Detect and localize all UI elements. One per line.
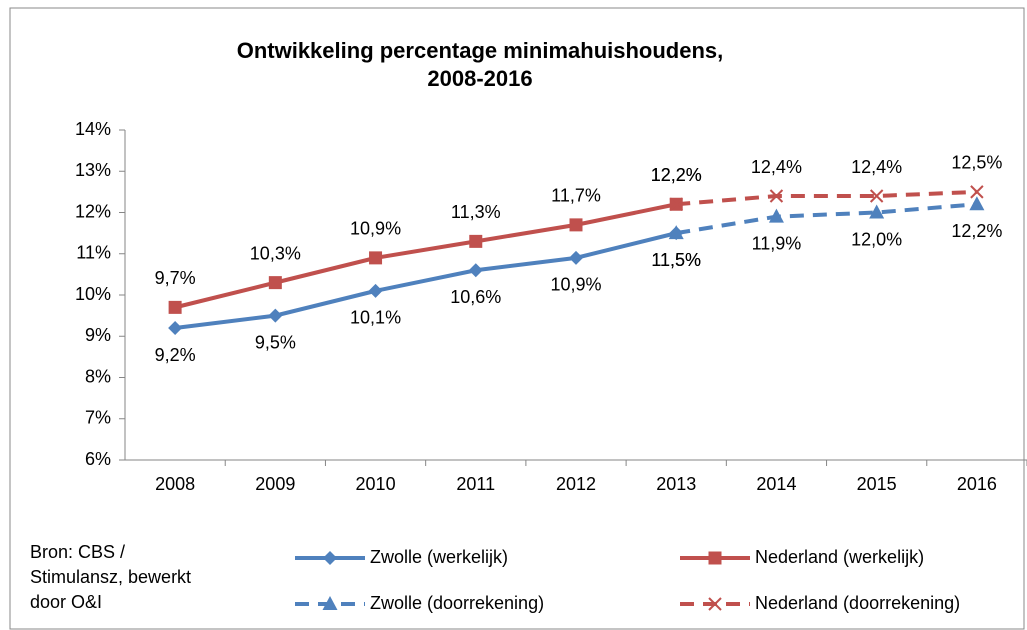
series-line bbox=[174, 202, 677, 310]
y-tick-label: 6% bbox=[85, 449, 111, 469]
marker bbox=[322, 596, 338, 610]
data-label: 9,7% bbox=[155, 268, 196, 288]
marker bbox=[768, 208, 784, 223]
series-line bbox=[174, 231, 677, 330]
series-line bbox=[675, 202, 978, 236]
marker bbox=[769, 189, 784, 203]
data-label: 12,2% bbox=[951, 221, 1002, 241]
marker bbox=[323, 551, 337, 565]
data-label: 12,5% bbox=[951, 153, 1002, 173]
data-label: 11,9% bbox=[752, 233, 802, 253]
marker bbox=[708, 551, 722, 565]
data-label: 10,6% bbox=[450, 287, 501, 307]
y-tick-label: 7% bbox=[85, 408, 111, 428]
marker bbox=[468, 263, 483, 278]
chart-frame bbox=[9, 7, 1025, 630]
x-tick-label: 2014 bbox=[756, 474, 796, 494]
marker bbox=[970, 185, 984, 199]
y-tick-label: 13% bbox=[75, 160, 111, 180]
series-line bbox=[676, 189, 977, 207]
data-label: 10,3% bbox=[250, 243, 301, 263]
marker bbox=[369, 251, 383, 265]
x-tick-label: 2012 bbox=[556, 474, 596, 494]
legend-label: Zwolle (doorrekening) bbox=[370, 593, 544, 613]
marker bbox=[268, 308, 283, 323]
marker bbox=[969, 196, 985, 211]
marker bbox=[869, 204, 885, 219]
x-tick-label: 2008 bbox=[155, 474, 195, 494]
marker bbox=[708, 597, 722, 611]
marker bbox=[469, 234, 483, 248]
chart-title: 2008-2016 bbox=[427, 66, 532, 91]
legend-label: Nederland (werkelijk) bbox=[755, 547, 924, 567]
x-tick-label: 2015 bbox=[857, 474, 897, 494]
marker bbox=[869, 189, 884, 203]
marker bbox=[569, 250, 583, 265]
legend-label: Zwolle (werkelijk) bbox=[370, 547, 508, 567]
source-note: Stimulansz, bewerkt bbox=[30, 567, 191, 587]
data-label: 11,3% bbox=[451, 202, 501, 222]
marker bbox=[168, 300, 182, 314]
source-note: door O&I bbox=[30, 592, 102, 612]
marker bbox=[669, 197, 683, 211]
legend-label: Nederland (doorrekening) bbox=[755, 593, 960, 613]
data-label: 12,0% bbox=[851, 229, 902, 249]
x-tick-label: 2016 bbox=[957, 474, 997, 494]
y-tick-label: 12% bbox=[75, 201, 111, 221]
source-note: Bron: CBS / bbox=[30, 542, 125, 562]
marker bbox=[368, 283, 383, 298]
y-tick-label: 10% bbox=[75, 284, 111, 304]
marker bbox=[168, 321, 183, 335]
data-label: 11,7% bbox=[551, 186, 601, 206]
data-label: 11,5% bbox=[651, 250, 701, 270]
marker bbox=[668, 225, 684, 240]
data-label: 12,4% bbox=[751, 157, 802, 177]
x-tick-label: 2009 bbox=[255, 474, 295, 494]
x-tick-label: 2010 bbox=[356, 474, 396, 494]
data-label: 10,1% bbox=[350, 308, 401, 328]
y-tick-label: 14% bbox=[75, 119, 111, 139]
y-tick-label: 8% bbox=[85, 366, 111, 386]
data-label: 9,5% bbox=[255, 332, 296, 352]
chart-title: Ontwikkeling percentage minimahuishouden… bbox=[237, 38, 724, 63]
x-tick-label: 2011 bbox=[456, 474, 495, 494]
y-tick-label: 9% bbox=[85, 325, 111, 345]
data-label: 12,2% bbox=[651, 165, 702, 185]
data-label: 10,9% bbox=[550, 275, 601, 295]
marker bbox=[569, 218, 583, 232]
x-tick-label: 2013 bbox=[656, 474, 696, 494]
y-tick-label: 11% bbox=[76, 243, 111, 263]
data-label: 11,5% bbox=[651, 250, 701, 270]
marker bbox=[268, 276, 282, 290]
data-label: 12,4% bbox=[851, 157, 902, 177]
data-label: 12,2% bbox=[651, 165, 702, 185]
data-label: 10,9% bbox=[350, 219, 401, 239]
data-label: 9,2% bbox=[155, 345, 196, 365]
